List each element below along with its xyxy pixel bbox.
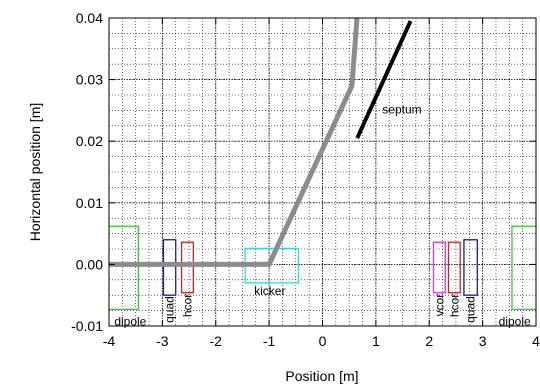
x-tick-label: 4 (532, 333, 540, 349)
septum-line (355, 20, 413, 139)
x-tick-label: 1 (372, 333, 380, 349)
x-tick-label: 2 (425, 333, 433, 349)
vcor-label: vcor (432, 294, 446, 317)
y-tick-label: 0.01 (76, 195, 103, 211)
quad-box (162, 239, 177, 296)
x-tick-label: -4 (103, 333, 116, 349)
x-tick-label: 0 (319, 333, 327, 349)
y-tick-label: -0.01 (71, 318, 103, 334)
y-tick-label: 0.03 (76, 72, 103, 88)
beam-trajectory-line (109, 18, 360, 267)
quad-label: quad (464, 296, 478, 323)
dipole-label: dipole (499, 314, 531, 328)
y-tick-label: 0.04 (76, 10, 103, 26)
x-tick-label: -2 (210, 333, 223, 349)
quad-label: quad (163, 296, 177, 323)
hcor-box (447, 241, 461, 294)
chart-marks (109, 18, 536, 311)
y-tick-label: 0.00 (76, 256, 103, 272)
hcor-box (180, 241, 194, 294)
dipole-label: dipole (114, 314, 146, 328)
x-tick-label: -3 (156, 333, 169, 349)
septum-label: septum (382, 102, 421, 116)
vcor-box (432, 241, 446, 294)
dipole-box (511, 225, 536, 311)
y-tick-label: 0.02 (76, 133, 103, 149)
hcor-label: hcor (180, 294, 194, 317)
kicker-label: kicker (254, 284, 285, 298)
quad-box (463, 239, 478, 296)
x-tick-label: -1 (263, 333, 276, 349)
y-axis-label: Horizontal position [m] (27, 103, 43, 242)
x-tick-label: 3 (479, 333, 487, 349)
tick-marks (108, 17, 537, 327)
tick-labels: -4 -3 -2 -1 0 1 2 3 4 -0.01 0.00 0.01 0.02 0.03 0.04 (71, 10, 540, 349)
dipole-box (109, 225, 140, 311)
x-axis-label: Position [m] (285, 368, 358, 384)
hcor-label: hcor (447, 294, 461, 317)
